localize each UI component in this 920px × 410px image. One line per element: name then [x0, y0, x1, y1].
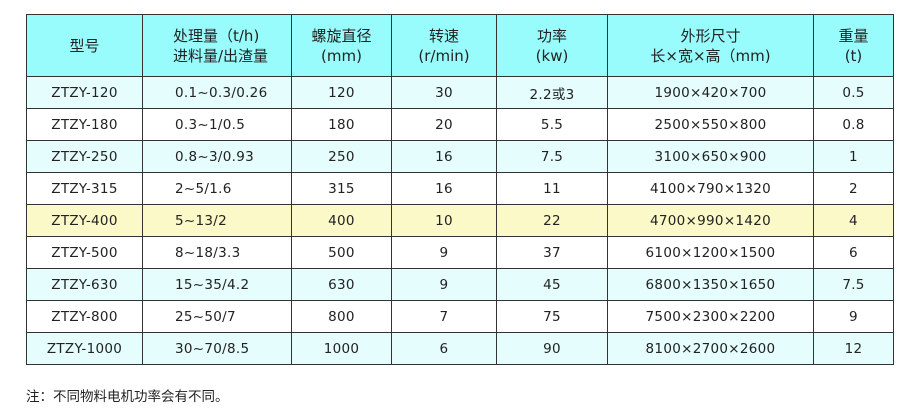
cell-capacity: 0.1~0.3/0.26 [142, 76, 292, 109]
header-line2: (kw) [535, 46, 569, 65]
header-line2: (t) [844, 46, 863, 65]
cell-screw-diameter: 180 [291, 108, 392, 141]
cell-model: ZTZY-315 [26, 172, 143, 205]
header-capacity: 处理量（t/h) 进料量/出渣量 [142, 14, 292, 77]
cell-power: 22 [496, 204, 608, 237]
cell-dimensions: 6100×1200×1500 [607, 236, 814, 269]
table-row: ZTZY-120 0.1~0.3/0.26 120 30 2.2或3 1900×420×7… [26, 76, 894, 109]
cell-dimensions: 8100×2700×2600 [607, 332, 814, 365]
cell-model: ZTZY-800 [26, 300, 143, 333]
table-row: ZTZY-800 25~50/7 800 7 75 7500×2300×2200 9 [26, 300, 894, 333]
cell-model: ZTZY-180 [26, 108, 143, 141]
table-row: ZTZY-630 15~35/4.2 630 9 45 6800×1350×1650 7.5 [26, 268, 894, 301]
header-line1: 外形尺寸 [680, 26, 741, 45]
header-line2: 长×宽×高（mm) [650, 46, 771, 65]
cell-weight: 1 [813, 140, 894, 173]
cell-speed: 20 [391, 108, 497, 141]
footnote: 注：不同物料电机功率会有不同。 [26, 389, 229, 405]
cell-dimensions: 7500×2300×2200 [607, 300, 814, 333]
header-model: 型号 [26, 14, 143, 77]
header-line2: (r/min) [418, 46, 470, 65]
cell-dimensions: 4700×990×1420 [607, 204, 814, 237]
table-row: ZTZY-250 0.8~3/0.93 250 16 7.5 3100×650×900 1 [26, 140, 894, 173]
header-line1: 型号 [69, 36, 100, 55]
cell-dimensions: 4100×790×1320 [607, 172, 814, 205]
cell-capacity: 25~50/7 [142, 300, 292, 333]
cell-screw-diameter: 400 [291, 204, 392, 237]
cell-model: ZTZY-250 [26, 140, 143, 173]
cell-model: ZTZY-1000 [26, 332, 143, 365]
cell-speed: 9 [391, 268, 497, 301]
cell-capacity: 0.8~3/0.93 [142, 140, 292, 173]
cell-speed: 6 [391, 332, 497, 365]
cell-power: 90 [496, 332, 608, 365]
table-row: ZTZY-400 5~13/2 400 10 22 4700×990×1420 4 [26, 204, 894, 237]
spec-table: 型号 处理量（t/h) 进料量/出渣量 螺旋直径 (mm) 转速 (r/min) 功率 (kw)… [26, 14, 894, 365]
cell-capacity: 8~18/3.3 [142, 236, 292, 269]
cell-screw-diameter: 250 [291, 140, 392, 173]
cell-power: 75 [496, 300, 608, 333]
cell-capacity: 15~35/4.2 [142, 268, 292, 301]
cell-power: 37 [496, 236, 608, 269]
cell-weight: 2 [813, 172, 894, 205]
header-line2: 进料量/出渣量 [173, 46, 269, 65]
cell-capacity: 30~70/8.5 [142, 332, 292, 365]
cell-speed: 7 [391, 300, 497, 333]
cell-speed: 30 [391, 76, 497, 109]
cell-power: 7.5 [496, 140, 608, 173]
cell-weight: 0.8 [813, 108, 894, 141]
cell-speed: 9 [391, 236, 497, 269]
header-line1: 螺旋直径 [311, 26, 372, 45]
cell-screw-diameter: 315 [291, 172, 392, 205]
cell-dimensions: 6800×1350×1650 [607, 268, 814, 301]
cell-power: 45 [496, 268, 608, 301]
table-row: ZTZY-180 0.3~1/0.5 180 20 5.5 2500×550×800 0.8 [26, 108, 894, 141]
header-line1: 转速 [428, 26, 459, 45]
cell-power: 2.2或3 [496, 76, 608, 109]
cell-dimensions: 2500×550×800 [607, 108, 814, 141]
cell-power: 11 [496, 172, 608, 205]
table-row: ZTZY-1000 30~70/8.5 1000 6 90 8100×2700×2600 1… [26, 332, 894, 365]
cell-weight: 4 [813, 204, 894, 237]
cell-dimensions: 3100×650×900 [607, 140, 814, 173]
cell-screw-diameter: 500 [291, 236, 392, 269]
cell-speed: 16 [391, 172, 497, 205]
header-dimensions: 外形尺寸 长×宽×高（mm) [607, 14, 814, 77]
cell-screw-diameter: 630 [291, 268, 392, 301]
cell-weight: 0.5 [813, 76, 894, 109]
cell-model: ZTZY-630 [26, 268, 143, 301]
cell-weight: 6 [813, 236, 894, 269]
cell-model: ZTZY-400 [26, 204, 143, 237]
cell-screw-diameter: 800 [291, 300, 392, 333]
cell-dimensions: 1900×420×700 [607, 76, 814, 109]
header-line2: (mm) [321, 46, 362, 65]
cell-model: ZTZY-500 [26, 236, 143, 269]
cell-capacity: 5~13/2 [142, 204, 292, 237]
header-power: 功率 (kw) [496, 14, 608, 77]
header-speed: 转速 (r/min) [391, 14, 497, 77]
header-line1: 重量 [838, 26, 869, 45]
header-row: 型号 处理量（t/h) 进料量/出渣量 螺旋直径 (mm) 转速 (r/min) 功率 (kw)… [26, 14, 894, 77]
header-line1: 处理量（t/h) [173, 26, 260, 45]
cell-power: 5.5 [496, 108, 608, 141]
table-row: ZTZY-500 8~18/3.3 500 9 37 6100×1200×1500 6 [26, 236, 894, 269]
header-weight: 重量 (t) [813, 14, 894, 77]
cell-screw-diameter: 120 [291, 76, 392, 109]
header-line1: 功率 [536, 26, 567, 45]
table-row: ZTZY-315 2~5/1.6 315 16 11 4100×790×1320 2 [26, 172, 894, 205]
cell-speed: 10 [391, 204, 497, 237]
cell-capacity: 0.3~1/0.5 [142, 108, 292, 141]
cell-screw-diameter: 1000 [291, 332, 392, 365]
cell-speed: 16 [391, 140, 497, 173]
cell-weight: 12 [813, 332, 894, 365]
cell-capacity: 2~5/1.6 [142, 172, 292, 205]
header-screw-diameter: 螺旋直径 (mm) [291, 14, 392, 77]
cell-weight: 7.5 [813, 268, 894, 301]
cell-weight: 9 [813, 300, 894, 333]
cell-model: ZTZY-120 [26, 76, 143, 109]
